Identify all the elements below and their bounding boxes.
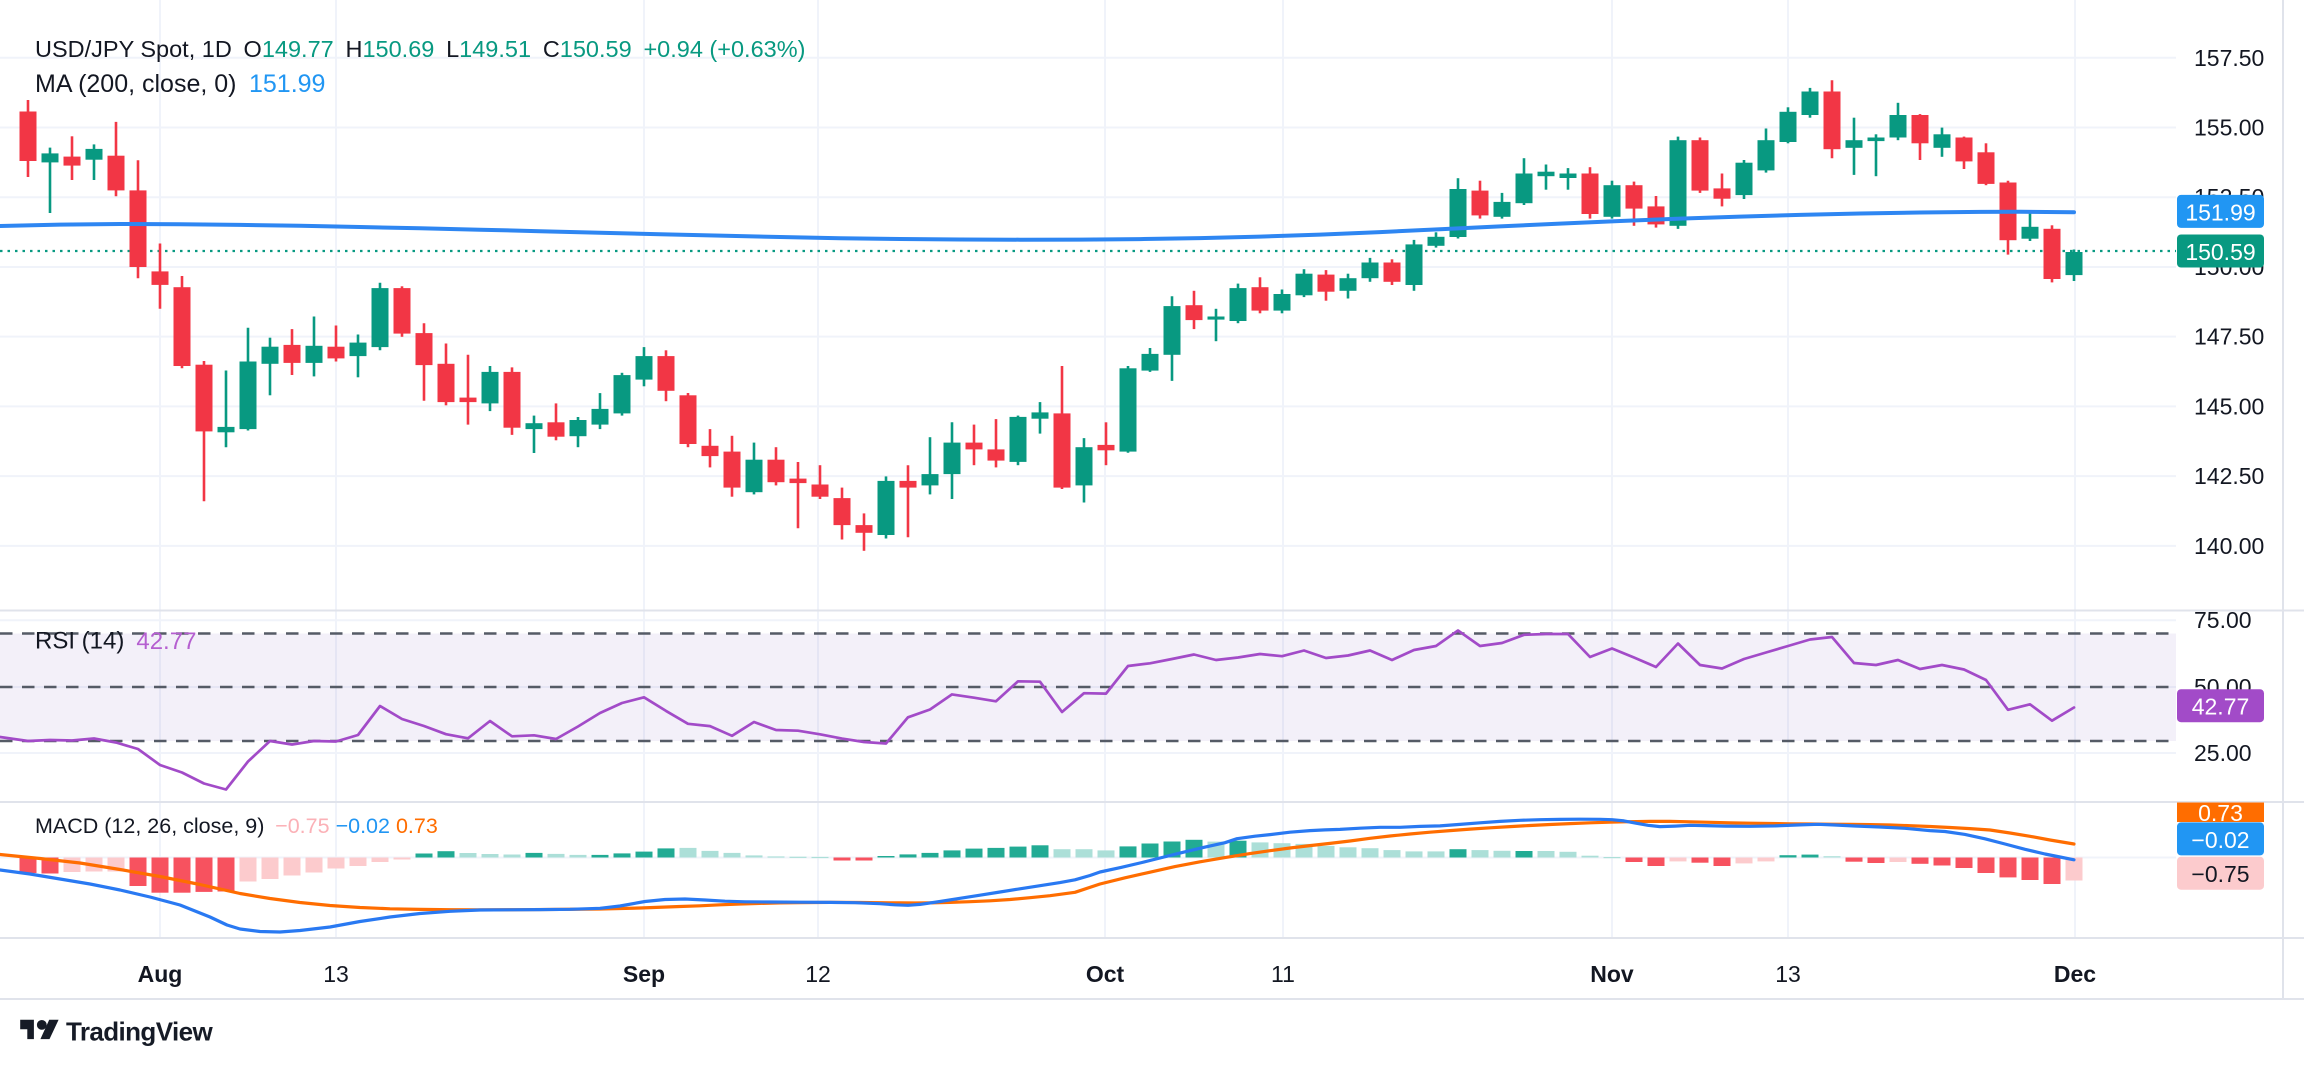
svg-text:−0.75: −0.75: [2191, 861, 2249, 887]
svg-text:155.00: 155.00: [2194, 115, 2264, 141]
svg-text:USD/JPY Spot, 1D O149.77 H150.: USD/JPY Spot, 1D O149.77 H150.69 L149.51…: [35, 36, 805, 62]
svg-text:13: 13: [323, 961, 349, 987]
svg-text:142.50: 142.50: [2194, 463, 2264, 489]
svg-text:Dec: Dec: [2054, 961, 2096, 987]
svg-text:13: 13: [1775, 961, 1801, 987]
svg-text:25.00: 25.00: [2194, 740, 2252, 766]
svg-text:140.00: 140.00: [2194, 533, 2264, 559]
svg-text:RSI (14) 42.77: RSI (14) 42.77: [35, 628, 196, 655]
svg-text:MA (200, close, 0) 151.99: MA (200, close, 0) 151.99: [35, 70, 325, 98]
svg-text:−0.02: −0.02: [2191, 827, 2249, 853]
svg-text:42.77: 42.77: [2192, 694, 2250, 720]
svg-text:11: 11: [1271, 961, 1295, 987]
svg-text:151.99: 151.99: [2185, 199, 2255, 225]
svg-text:MACD (12, 26, close, 9) −0.75: MACD (12, 26, close, 9) −0.75 −0.02 0.73: [35, 814, 438, 838]
svg-text:75.00: 75.00: [2194, 607, 2252, 633]
svg-text:TradingView: TradingView: [66, 1017, 213, 1047]
svg-text:12: 12: [805, 961, 831, 987]
svg-text:147.50: 147.50: [2194, 324, 2264, 350]
svg-text:150.59: 150.59: [2185, 239, 2255, 265]
svg-text:Sep: Sep: [623, 961, 665, 987]
svg-text:Oct: Oct: [1086, 961, 1125, 987]
svg-text:145.00: 145.00: [2194, 393, 2264, 419]
svg-text:0.73: 0.73: [2198, 800, 2243, 826]
svg-text:157.50: 157.50: [2194, 45, 2264, 71]
svg-text:Aug: Aug: [138, 961, 183, 987]
svg-text:Nov: Nov: [1590, 961, 1634, 987]
